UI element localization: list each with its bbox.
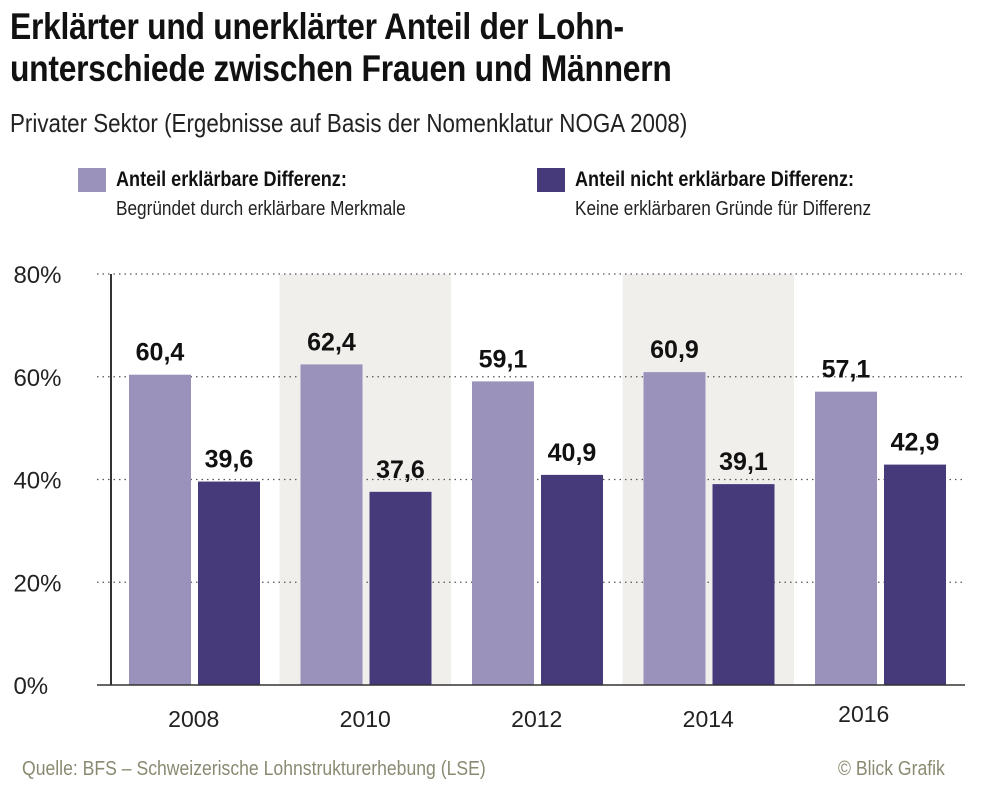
bar-explained xyxy=(300,364,363,685)
data-label: 37,6 xyxy=(376,456,425,484)
x-tick-label: 2008 xyxy=(168,706,219,732)
bar-unexplained xyxy=(712,484,775,685)
x-tick-label: 2010 xyxy=(340,706,391,732)
data-label: 40,9 xyxy=(548,439,597,467)
bar-unexplained xyxy=(198,481,260,685)
y-tick-label: 40% xyxy=(13,468,61,495)
legend-swatch xyxy=(78,168,106,192)
legend-title: Anteil nicht erklärbare Differenz: xyxy=(575,168,855,191)
legend-title: Anteil erklärbare Differenz: xyxy=(116,168,347,191)
data-label: 39,6 xyxy=(205,446,254,474)
bar-unexplained xyxy=(541,474,603,685)
x-tick-label: 2014 xyxy=(683,706,734,732)
y-tick-label: 80% xyxy=(13,262,61,289)
x-tick-label: 2016 xyxy=(838,701,889,727)
chart-subtitle: Privater Sektor (Ergebnisse auf Basis de… xyxy=(10,108,688,138)
legend-sub: Keine erklärbaren Gründe für Differenz xyxy=(575,198,872,220)
data-label: 39,1 xyxy=(719,448,768,476)
legend-sub: Begründet durch erklärbare Merkmale xyxy=(116,198,406,220)
bar-explained xyxy=(643,372,706,685)
data-label: 57,1 xyxy=(822,356,871,384)
legend-swatch xyxy=(537,168,565,192)
legend-item-unexplained: Anteil nicht erklärbare Differenz: Keine… xyxy=(537,166,919,224)
bar-unexplained xyxy=(884,464,946,685)
legend-item-explained: Anteil erklärbare Differenz: Begründet d… xyxy=(78,166,453,224)
chart-title: Erklärter und unerklärter Anteil der Loh… xyxy=(10,6,999,90)
data-label: 42,9 xyxy=(891,429,940,457)
bar-explained xyxy=(815,391,877,685)
bar-unexplained xyxy=(369,491,432,685)
x-tick-label: 2012 xyxy=(511,706,562,732)
source-note: Quelle: BFS – Schweizerische Lohnstruktu… xyxy=(22,758,486,780)
bar-explained xyxy=(129,374,191,685)
data-label: 62,4 xyxy=(307,328,356,356)
data-label: 60,9 xyxy=(650,336,699,364)
y-tick-label: 20% xyxy=(13,570,61,597)
credit: © Blick Grafik xyxy=(838,758,945,780)
data-label: 60,4 xyxy=(136,339,185,367)
y-tick-label: 60% xyxy=(13,365,61,392)
data-label: 59,1 xyxy=(479,345,528,373)
bar-explained xyxy=(472,381,534,685)
title-line-1: Erklärter und unerklärter Anteil der Loh… xyxy=(10,6,624,47)
y-tick-label: 0% xyxy=(13,673,48,700)
title-line-2: unterschiede zwischen Frauen und Männern xyxy=(10,48,672,89)
